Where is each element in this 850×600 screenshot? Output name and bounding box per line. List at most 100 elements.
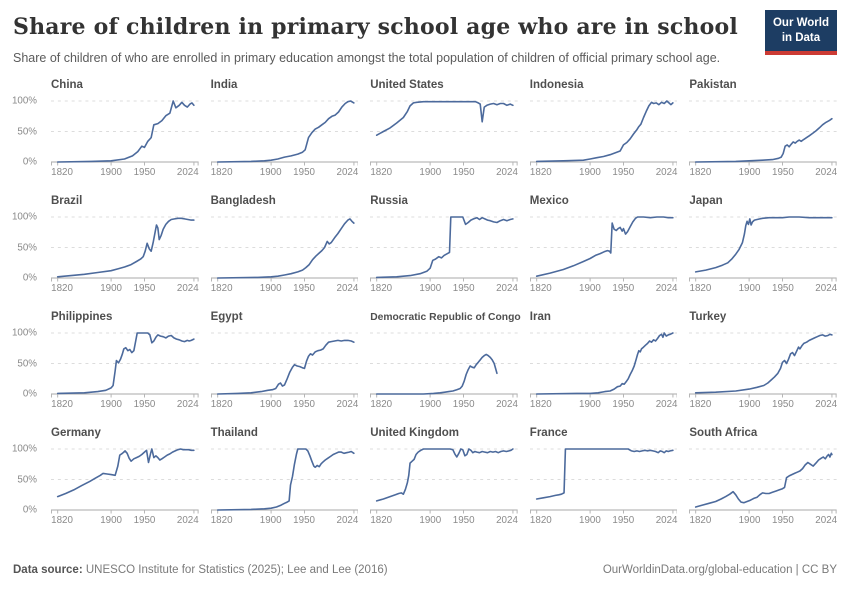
x-tick-label: 1900: [100, 283, 122, 295]
chart-plot-area: [529, 330, 678, 398]
y-axis-labels: 100% 50% 0%: [11, 311, 39, 412]
x-tick-label: 1950: [771, 515, 794, 527]
chart-plot-area: [689, 330, 837, 398]
x-tick-label: 2024: [336, 167, 359, 179]
y-axis-label-box: 100% 50% 0%: [11, 327, 39, 400]
x-tick-label: 1820: [51, 167, 73, 179]
x-tick-label: 1820: [210, 515, 233, 527]
footer-link[interactable]: OurWorldinData.org/global-education | CC…: [602, 564, 837, 576]
owid-logo-line2: in Data: [781, 31, 821, 44]
x-tick-label: 1950: [612, 283, 635, 295]
y-axis-labels: 100% 50% 0%: [12, 427, 39, 528]
y-axis-labels: 100% 50% 0%: [11, 79, 39, 180]
chart-plot: [210, 216, 359, 282]
y-tick-label: 100%: [11, 95, 37, 107]
x-axis-labels: 1820 1900 1950 2024: [51, 283, 199, 296]
chart-united-states: United States 1820 1900 1950 2024: [370, 79, 518, 180]
chart-plot-area: [210, 446, 359, 514]
x-tick-label: 1900: [259, 399, 282, 411]
chart-plot: [210, 446, 359, 514]
chart-title: United States: [370, 79, 444, 92]
page-subtitle: Share of children of who are enrolled in…: [13, 51, 721, 65]
chart-title: Bangladesh: [210, 195, 276, 208]
chart-iran: Iran 1820 1900 1950 2024: [529, 311, 678, 412]
chart-title: Russia: [370, 195, 408, 208]
chart-plot-area: [210, 98, 359, 166]
chart-title: United Kingdom: [370, 427, 459, 440]
chart-egypt: Egypt 1820 1900 1950 2024: [210, 311, 359, 412]
y-tick-label: 100%: [11, 327, 37, 339]
x-tick-label: 2024: [815, 515, 838, 527]
chart-indonesia: Indonesia 1820 1900 1950 2024: [529, 79, 678, 180]
x-axis-labels: 1820 1900 1950 2024: [530, 167, 678, 180]
data-line: [536, 333, 672, 394]
x-axis-labels: 1820 1900 1950 2024: [370, 399, 518, 412]
chart-title: Japan: [689, 195, 723, 208]
x-tick-label: 1950: [133, 167, 156, 179]
chart-plot-area: [689, 214, 837, 282]
x-tick-label: 1820: [529, 515, 552, 527]
chart-philippines: Philippines 1820 1900 1950 2024: [51, 311, 199, 412]
x-tick-label: 2024: [176, 167, 199, 179]
chart-plot-area: [529, 214, 678, 282]
chart-title: Brazil: [51, 195, 83, 208]
chart-plot-area: [370, 330, 518, 398]
chart-france: France 1820 1900 1950 2024: [529, 427, 678, 528]
owid-logo: Our World in Data: [764, 10, 837, 55]
chart-title: Egypt: [210, 311, 243, 324]
chart-title: Iran: [529, 311, 551, 324]
x-tick-label: 1950: [771, 399, 794, 411]
x-tick-label: 1820: [370, 515, 393, 527]
x-axis-labels: 1820 1900 1950 2024: [689, 167, 838, 180]
x-tick-label: 1950: [133, 399, 156, 411]
x-tick-label: 2024: [176, 399, 199, 411]
x-tick-label: 1820: [51, 399, 73, 411]
data-line: [696, 217, 832, 272]
x-axis-labels: 1820 1900 1950 2024: [530, 283, 678, 296]
chart-title: India: [210, 79, 238, 92]
x-tick-label: 1900: [578, 399, 601, 411]
x-tick-label: 1820: [210, 399, 233, 411]
x-tick-label: 2024: [176, 283, 199, 295]
y-tick-label: 50%: [17, 126, 37, 138]
y-axis-label-box: 100% 50% 0%: [12, 444, 39, 516]
x-tick-label: 1820: [210, 283, 233, 295]
data-line: [377, 217, 513, 277]
x-tick-label: 1950: [452, 399, 475, 411]
chart-plot: [210, 332, 359, 398]
chart-plot: [529, 98, 678, 166]
x-tick-label: 1900: [738, 399, 761, 411]
y-tick-label: 0%: [22, 504, 37, 516]
chart-plot: [51, 330, 199, 398]
x-tick-label: 1820: [370, 399, 393, 411]
chart-title: Democratic Republic of Congo: [370, 312, 521, 324]
x-tick-label: 2024: [176, 515, 199, 527]
x-tick-label: 1900: [738, 283, 761, 295]
x-tick-label: 2024: [815, 399, 838, 411]
charts-grid: 100% 50% 0% China 1820 1900 1950 2024 India 1820 1…: [11, 79, 838, 528]
x-tick-label: 2024: [336, 515, 359, 527]
chart-plot: [370, 214, 518, 282]
chart-plot: [51, 98, 199, 166]
x-tick-label: 1900: [100, 167, 122, 179]
x-tick-label: 1950: [293, 283, 315, 295]
chart-plot-area: [51, 330, 199, 398]
x-tick-label: 1900: [738, 515, 761, 527]
x-tick-label: 2024: [496, 167, 518, 179]
chart-thailand: Thailand 1820 1900 1950 2024: [210, 427, 359, 528]
chart-plot-area: [51, 446, 199, 514]
x-axis-labels: 1820 1900 1950 2024: [51, 167, 199, 180]
chart-japan: Japan 1820 1900 1950 2024: [689, 195, 837, 296]
x-axis-labels: 1820 1900 1950 2024: [689, 515, 838, 528]
x-tick-label: 2024: [815, 167, 838, 179]
chart-bangladesh: Bangladesh 1820 1900 1950 2024: [210, 195, 359, 296]
x-tick-label: 2024: [655, 515, 678, 527]
data-line: [377, 449, 513, 501]
data-line: [58, 333, 194, 393]
x-tick-label: 1900: [259, 515, 282, 527]
chart-title: Mexico: [529, 195, 569, 208]
y-tick-label: 100%: [11, 211, 37, 223]
chart-south-africa: South Africa 1820 1900 1950 2024: [689, 427, 837, 528]
x-tick-label: 1950: [612, 167, 635, 179]
x-tick-label: 1900: [578, 283, 601, 295]
